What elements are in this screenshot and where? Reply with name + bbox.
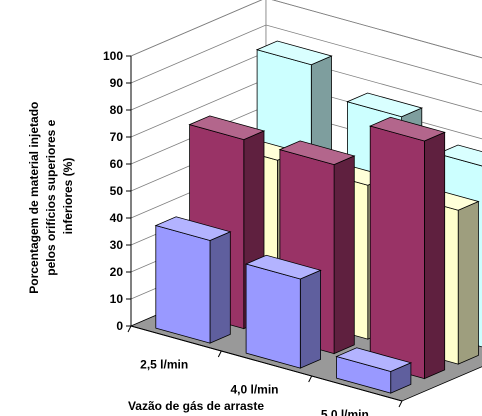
bar-top-face — [346, 92, 424, 118]
x-tick-mark — [398, 400, 403, 408]
bar — [244, 254, 322, 369]
y-axis-title: Porcentagem de material injetado pelos o… — [27, 98, 75, 293]
bar — [154, 216, 232, 344]
x-axis-title: Vazão de gás de arraste — [128, 399, 264, 413]
y-tick-label: 20 — [110, 265, 124, 279]
y-tick-label: 40 — [110, 211, 124, 225]
x-tick-mark — [217, 350, 222, 358]
bars — [154, 40, 482, 394]
y-tick-label: 80 — [110, 103, 124, 117]
x-tick-label: 2,5 l/min — [140, 358, 188, 372]
y-tick-label: 50 — [110, 184, 124, 198]
y-tick-label: 90 — [110, 76, 124, 90]
x-tick-label: 4,0 l/min — [230, 383, 278, 397]
bar-top-face — [154, 216, 232, 241]
bar-top-face — [244, 254, 322, 280]
x-axis-line — [130, 325, 403, 402]
bar-side-face — [209, 231, 231, 344]
bar-top-face — [255, 40, 333, 66]
bar-side-face — [457, 200, 479, 365]
y-tick-label: 100 — [103, 49, 123, 63]
y-tick-label: 60 — [110, 157, 124, 171]
y-axis-title-line-3: inferiores (%) — [61, 158, 75, 235]
y-tick-label: 10 — [110, 292, 124, 306]
x-tick-mark — [308, 375, 313, 383]
bar-front-face — [155, 224, 211, 344]
bar-side-face — [299, 269, 322, 369]
bar — [335, 347, 413, 394]
y-tick-label: 30 — [110, 238, 124, 252]
y-tick-label: 0 — [116, 319, 123, 333]
y-axis-title-line-1: Porcentagem de material injetado — [27, 102, 41, 294]
x-tick-label: 5,0 l/min — [321, 408, 369, 416]
bar — [368, 116, 446, 380]
bar-front-face — [369, 125, 425, 380]
x-tick-mark — [127, 325, 132, 333]
y-axis-title-line-2: pelos orifícios superiores e — [44, 119, 58, 275]
bar-front-face — [245, 263, 301, 369]
y-tick-label: 70 — [110, 130, 124, 144]
bar-top-face — [436, 144, 482, 167]
y-axis: 0 10 20 30 40 50 60 70 80 90 100 — [103, 49, 132, 333]
bar-top-face — [278, 140, 356, 166]
bar-top-face — [188, 115, 266, 141]
bar-side-face — [333, 155, 355, 355]
gridline — [130, 0, 482, 59]
x-axis: 2,5 l/min 4,0 l/min 5,0 l/min — [127, 325, 403, 416]
bar-top-face — [335, 347, 413, 372]
bar-top-face — [368, 116, 446, 142]
gridline — [130, 24, 482, 86]
bar-side-face — [423, 131, 446, 380]
